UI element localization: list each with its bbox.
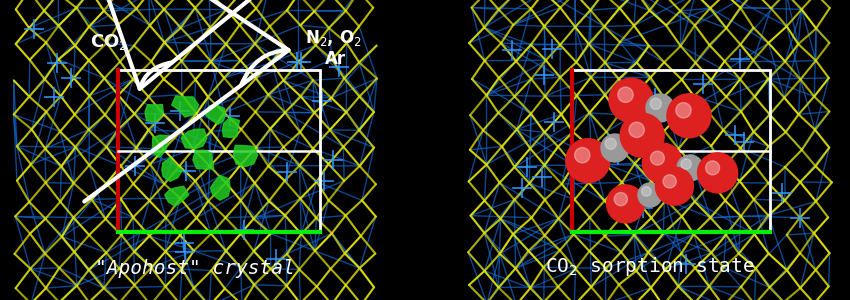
Text: CO$_2$: CO$_2$ [90,32,128,52]
Circle shape [642,187,651,196]
Circle shape [601,134,629,162]
Circle shape [615,193,627,206]
Polygon shape [206,106,225,124]
Bar [118,70,320,232]
Circle shape [681,159,691,169]
Circle shape [650,98,661,110]
Circle shape [638,183,662,207]
Polygon shape [193,150,213,169]
Circle shape [566,139,609,183]
Polygon shape [172,96,199,117]
Polygon shape [162,158,183,181]
FancyArrowPatch shape [76,0,289,202]
Circle shape [650,151,665,165]
Circle shape [677,155,703,181]
Text: CO$_2$ sorption state: CO$_2$ sorption state [545,255,755,278]
Polygon shape [234,145,258,166]
Polygon shape [165,186,189,206]
Circle shape [575,148,590,163]
Text: Ar: Ar [325,50,346,68]
FancyArrowPatch shape [56,0,337,89]
Polygon shape [152,135,169,157]
Circle shape [676,103,691,118]
Circle shape [609,78,653,122]
Circle shape [607,185,644,223]
Circle shape [646,94,674,122]
Circle shape [663,175,677,188]
Circle shape [618,87,633,102]
Circle shape [629,122,644,137]
Polygon shape [181,129,207,149]
Polygon shape [211,176,230,200]
Polygon shape [145,105,163,122]
Circle shape [643,143,683,183]
Circle shape [620,113,664,157]
Polygon shape [223,118,240,137]
Circle shape [698,153,738,193]
Text: "Apohost" crystal: "Apohost" crystal [95,259,295,278]
Text: N$_2$, O$_2$: N$_2$, O$_2$ [305,28,361,48]
Circle shape [655,167,694,205]
Circle shape [706,161,720,175]
Circle shape [667,94,711,138]
Bar [572,70,770,232]
Circle shape [605,138,616,149]
